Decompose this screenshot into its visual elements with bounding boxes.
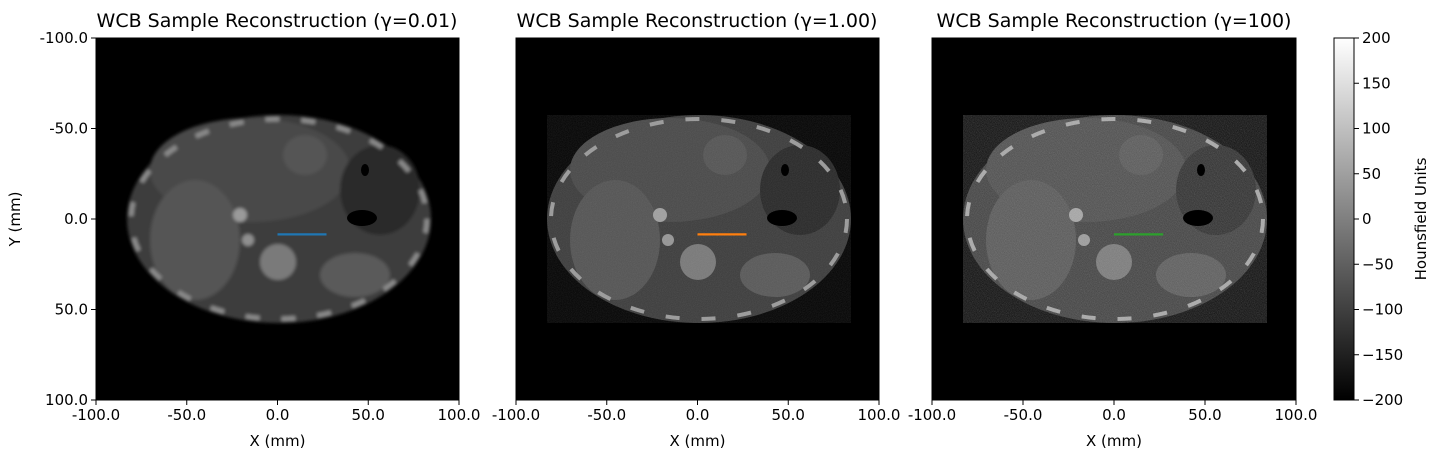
colorbar-label: Hounsfield Units: [1412, 157, 1430, 280]
x-tick-label: 0.0: [686, 406, 710, 424]
ct-image: [516, 38, 879, 400]
colorbar-tick-label: −150: [1362, 346, 1403, 364]
colorbar-tick-label: 200: [1362, 29, 1391, 47]
ct-image: [932, 38, 1296, 400]
panel-2: WCB Sample Reconstruction (γ=1.00): [516, 10, 879, 400]
x-tick-label: -100.0: [492, 406, 540, 424]
x-axis-label: X (mm): [250, 432, 306, 450]
y-axis-label: Y (mm): [6, 192, 24, 248]
x-tick-label: -100.0: [908, 406, 956, 424]
x-tick-label: -100.0: [72, 406, 120, 424]
colorbar-tick-label: 0: [1362, 210, 1372, 228]
x-tick-label: 100.0: [1275, 406, 1318, 424]
y-tick-label: 50.0: [55, 301, 88, 319]
panel-title: WCB Sample Reconstruction (γ=0.01): [97, 10, 458, 32]
ct-image: [96, 38, 459, 400]
x-axis-label: X (mm): [1086, 432, 1142, 450]
x-axis-label: X (mm): [670, 432, 726, 450]
colorbar-tick-label: −50: [1362, 255, 1394, 273]
colorbar-tick-label: 100: [1362, 120, 1391, 138]
x-tick-label: 0.0: [266, 406, 290, 424]
colorbar-tick-label: 150: [1362, 74, 1391, 92]
panel-title: WCB Sample Reconstruction (γ=100): [937, 10, 1292, 32]
y-tick-label: -100.0: [40, 29, 88, 47]
panel-1: WCB Sample Reconstruction (γ=0.01): [96, 10, 459, 400]
x-tick-label: 50.0: [352, 406, 385, 424]
panel-title: WCB Sample Reconstruction (γ=1.00): [517, 10, 878, 32]
x-tick-label: 100.0: [858, 406, 901, 424]
x-tick-label: -50.0: [167, 406, 206, 424]
x-tick-label: 50.0: [1188, 406, 1221, 424]
x-tick-label: -50.0: [587, 406, 626, 424]
colorbar-tick-label: 50: [1362, 165, 1381, 183]
y-tick-label: -50.0: [49, 120, 88, 138]
x-tick-label: 100.0: [438, 406, 481, 424]
colorbar-tick-label: −200: [1362, 391, 1403, 409]
y-tick-label: 0.0: [64, 210, 88, 228]
x-tick-label: 0.0: [1102, 406, 1126, 424]
x-tick-label: -50.0: [1004, 406, 1043, 424]
x-tick-label: 50.0: [772, 406, 805, 424]
colorbar: 200 150 100 50 0 −50 −100 −150 −200 Hounsfield U…: [1333, 29, 1430, 409]
colorbar-gradient: [1333, 37, 1355, 401]
panel-3: WCB Sample Reconstruction (γ=100): [932, 10, 1296, 400]
colorbar-tick-label: −100: [1362, 301, 1403, 319]
y-tick-label: 100.0: [45, 391, 88, 409]
